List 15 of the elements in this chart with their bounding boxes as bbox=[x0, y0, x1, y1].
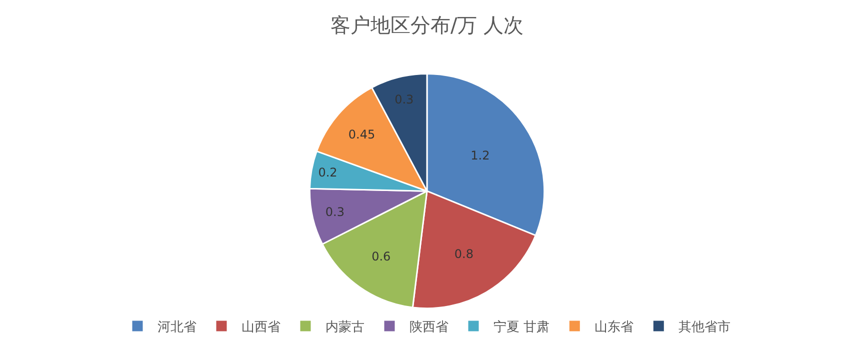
legend-label: 山东省 bbox=[594, 320, 634, 336]
legend-label: 其他省市 bbox=[678, 320, 731, 336]
legend-label: 河北省 bbox=[158, 320, 196, 336]
data-label: 0.45 bbox=[348, 128, 376, 142]
data-label: 0.8 bbox=[454, 247, 474, 262]
data-label: 0.3 bbox=[325, 205, 344, 220]
data-label: 0.6 bbox=[372, 249, 391, 264]
data-label: 0.3 bbox=[394, 92, 414, 106]
legend-label: 陕西省 bbox=[410, 320, 448, 336]
data-label: 0.2 bbox=[318, 166, 338, 180]
legend-label: 山西省 bbox=[242, 320, 280, 336]
legend-label: 宁夏 甘肃 bbox=[494, 319, 550, 336]
chart-title: 客户地区分布/万 人次 bbox=[330, 12, 524, 37]
data-label: 1.2 bbox=[470, 148, 490, 162]
legend-label: 内蒙古 bbox=[326, 320, 364, 336]
